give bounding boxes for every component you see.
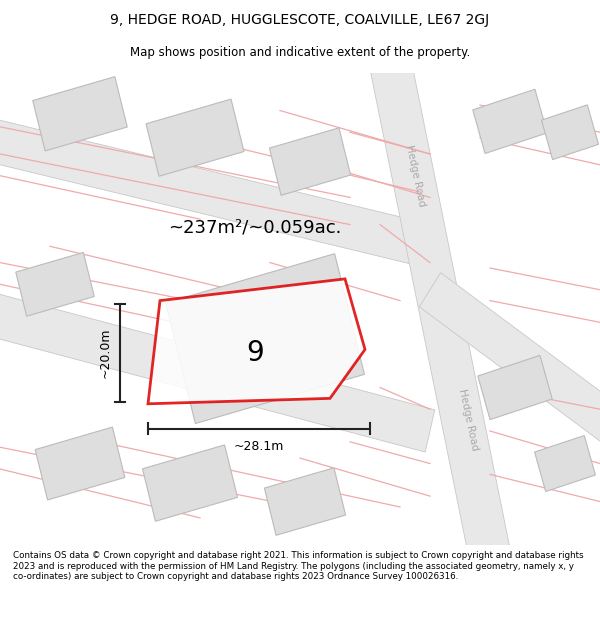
Text: Map shows position and indicative extent of the property.: Map shows position and indicative extent… (130, 46, 470, 59)
Polygon shape (35, 427, 125, 500)
Text: 9: 9 (246, 339, 264, 367)
Polygon shape (478, 356, 552, 419)
Text: Hedge Road: Hedge Road (457, 388, 479, 452)
Polygon shape (0, 116, 434, 268)
Text: ~20.0m: ~20.0m (99, 328, 112, 378)
Polygon shape (148, 279, 365, 404)
Text: Hedge Road: Hedge Road (404, 144, 427, 208)
Polygon shape (541, 105, 599, 159)
Polygon shape (265, 468, 346, 535)
Polygon shape (370, 57, 511, 561)
Polygon shape (142, 445, 238, 521)
Polygon shape (146, 99, 244, 176)
Text: ~28.1m: ~28.1m (234, 439, 284, 452)
Polygon shape (535, 436, 595, 491)
Polygon shape (269, 128, 350, 195)
Text: Contains OS data © Crown copyright and database right 2021. This information is : Contains OS data © Crown copyright and d… (13, 551, 584, 581)
Polygon shape (166, 254, 364, 424)
Polygon shape (473, 89, 547, 154)
Polygon shape (419, 272, 600, 448)
Text: ~237m²/~0.059ac.: ~237m²/~0.059ac. (169, 219, 341, 237)
Polygon shape (16, 253, 94, 316)
Polygon shape (33, 77, 127, 151)
Text: 9, HEDGE ROAD, HUGGLESCOTE, COALVILLE, LE67 2GJ: 9, HEDGE ROAD, HUGGLESCOTE, COALVILLE, L… (110, 13, 490, 28)
Polygon shape (0, 291, 435, 452)
